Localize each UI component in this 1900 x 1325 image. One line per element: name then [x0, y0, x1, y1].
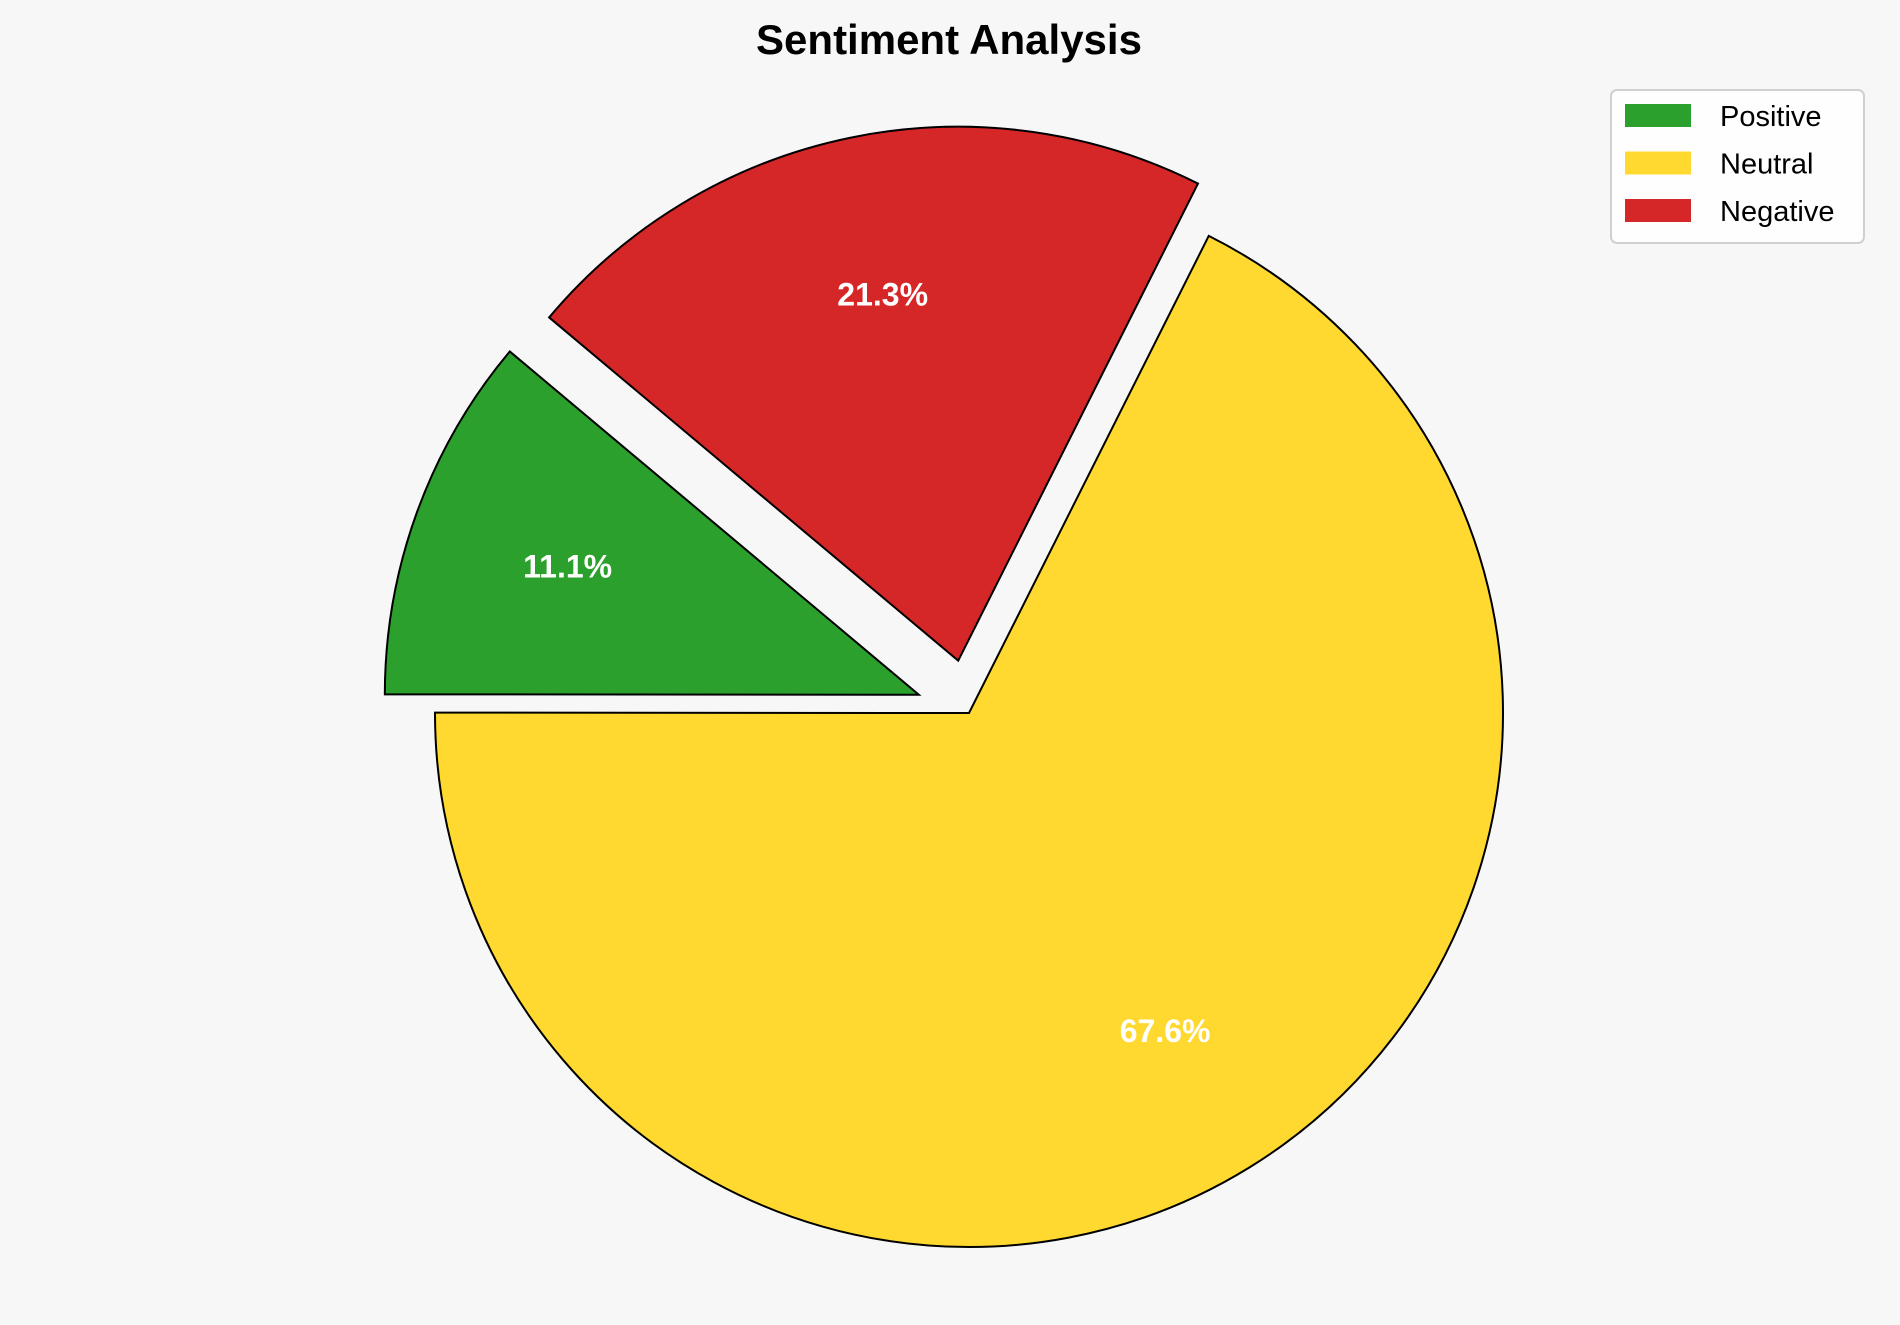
- chart-title: Sentiment Analysis: [756, 16, 1142, 63]
- legend-label-neutral: Neutral: [1720, 149, 1814, 181]
- legend-label-positive: Positive: [1720, 101, 1822, 133]
- pie-slice-neutral: [433, 234, 1504, 1248]
- legend-swatch-negative: [1625, 199, 1691, 222]
- pie-slice-negative: [547, 125, 1200, 663]
- legend-swatch-neutral: [1625, 151, 1691, 175]
- pie-slice-positive: [383, 350, 922, 696]
- legend-label-negative: Negative: [1720, 196, 1834, 228]
- legend: Positive Neutral Negative: [1610, 89, 1865, 244]
- slice-label-neutral: 67.6%: [1120, 1013, 1211, 1049]
- slice-label-negative: 21.3%: [837, 277, 928, 313]
- slice-label-positive: 11.1%: [523, 549, 612, 585]
- legend-swatch-positive: [1625, 104, 1691, 127]
